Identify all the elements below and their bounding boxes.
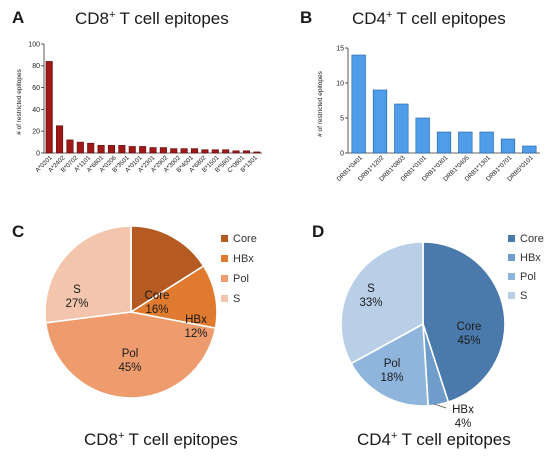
axis-lines bbox=[43, 44, 262, 154]
bar bbox=[97, 145, 105, 154]
slice-name-label: Core bbox=[457, 321, 482, 333]
pie-chart-cd4: Core 45% HBx 4% Pol 18% S 33% Core HBx Pol S bbox=[340, 233, 544, 430]
bar bbox=[139, 146, 147, 154]
bar bbox=[45, 61, 53, 154]
slice-name-label: S bbox=[73, 284, 81, 296]
panel-c-label: C bbox=[12, 222, 24, 241]
slice-name-label: S bbox=[367, 283, 375, 295]
panel-c-title: CD8+ T cell epitopes bbox=[84, 430, 238, 449]
legend-swatch bbox=[508, 254, 515, 261]
bar bbox=[159, 147, 167, 154]
y-tick-label: 0 bbox=[36, 150, 40, 157]
pie-slice bbox=[44, 311, 217, 399]
y-tick-label: 60 bbox=[32, 85, 40, 92]
bar bbox=[222, 149, 230, 154]
pie-slice bbox=[128, 264, 218, 330]
bar bbox=[242, 150, 250, 154]
bar bbox=[56, 125, 64, 154]
legend-swatch bbox=[221, 275, 228, 282]
legend-label: Pol bbox=[520, 271, 536, 283]
bar bbox=[522, 145, 537, 154]
slice-name-label: HBx bbox=[185, 314, 207, 326]
bar bbox=[436, 131, 452, 154]
slice-name-label: Pol bbox=[384, 358, 401, 370]
slice-percent-label: 18% bbox=[380, 372, 403, 384]
bar bbox=[253, 151, 261, 154]
bar bbox=[149, 147, 157, 154]
legend-swatch bbox=[508, 235, 515, 242]
pie-slice bbox=[44, 225, 132, 324]
pie-slice bbox=[130, 225, 205, 314]
bar bbox=[500, 138, 516, 154]
leader-line bbox=[433, 403, 447, 409]
bar bbox=[66, 139, 74, 154]
bar bbox=[191, 148, 199, 154]
slice-percent-label: 45% bbox=[118, 362, 141, 374]
legend-swatch bbox=[508, 292, 515, 299]
bar bbox=[87, 142, 95, 154]
slice-name-label: Core bbox=[145, 290, 170, 302]
bar-chart-cd8: 020406080100A*0201A*2402B*0702A*1101A*68… bbox=[28, 41, 262, 174]
panel-b-ylabel: # of restricted epitopes bbox=[317, 70, 324, 137]
pie-slice bbox=[422, 241, 506, 403]
legend-label: HBx bbox=[233, 253, 254, 265]
bar bbox=[170, 148, 178, 154]
y-tick-label: 20 bbox=[32, 129, 40, 136]
slice-percent-label: 16% bbox=[145, 304, 168, 316]
legend-label: S bbox=[520, 290, 527, 302]
bar bbox=[232, 150, 240, 154]
slice-percent-label: 4% bbox=[455, 418, 472, 430]
slice-name-label: Pol bbox=[122, 348, 139, 360]
bar bbox=[394, 103, 409, 154]
y-tick-label: 40 bbox=[32, 107, 40, 114]
pie-slice bbox=[350, 322, 429, 407]
legend-label: Core bbox=[520, 233, 544, 245]
panel-a-label: A bbox=[12, 8, 24, 27]
panel-b-title: CD4+ T cell epitopes bbox=[352, 9, 506, 28]
pie-chart-cd8: Core 16% HBx 12% Pol 45% S 27% Core HBx Pol S bbox=[44, 225, 257, 399]
bar bbox=[128, 146, 136, 154]
bar bbox=[372, 89, 388, 154]
y-tick-label: 10 bbox=[336, 80, 344, 87]
panel-a-ylabel: # of restricted epitopes bbox=[16, 68, 23, 135]
panel-d-title: CD4+ T cell epitopes bbox=[357, 430, 511, 449]
bar bbox=[415, 117, 430, 154]
bar bbox=[479, 131, 494, 154]
bar bbox=[351, 54, 366, 154]
legend-label: Core bbox=[233, 233, 257, 245]
y-tick-label: 0 bbox=[340, 150, 344, 157]
slice-percent-label: 27% bbox=[65, 298, 88, 310]
legend-swatch bbox=[221, 295, 228, 302]
legend-swatch bbox=[221, 235, 228, 242]
legend-swatch bbox=[508, 273, 515, 280]
legend-label: Pol bbox=[233, 273, 249, 285]
y-tick-label: 100 bbox=[28, 41, 40, 48]
panel-b-label: B bbox=[300, 8, 312, 27]
bar bbox=[180, 148, 188, 154]
panel-a-title: CD8+ T cell epitopes bbox=[75, 9, 229, 28]
y-tick-label: 5 bbox=[340, 115, 344, 122]
legend-swatch bbox=[221, 255, 228, 262]
legend-label: S bbox=[233, 293, 240, 305]
slice-name-label: HBx bbox=[452, 404, 474, 416]
bar bbox=[107, 145, 115, 154]
slice-percent-label: 12% bbox=[184, 328, 207, 340]
bar bbox=[458, 131, 473, 154]
bar bbox=[201, 149, 209, 154]
slice-percent-label: 33% bbox=[359, 297, 382, 309]
bar bbox=[211, 149, 219, 154]
slice-percent-label: 45% bbox=[457, 335, 480, 347]
y-tick-label: 15 bbox=[336, 45, 344, 52]
y-tick-label: 80 bbox=[32, 63, 40, 70]
bar bbox=[118, 145, 126, 154]
panel-d-label: D bbox=[312, 222, 324, 241]
legend-label: HBx bbox=[520, 252, 541, 264]
bar bbox=[76, 141, 84, 154]
pie-slice bbox=[340, 241, 424, 365]
bar-chart-cd4: 051015DRB1*0401DRB1*1202DRB1*0803DRB1*01… bbox=[336, 45, 540, 183]
